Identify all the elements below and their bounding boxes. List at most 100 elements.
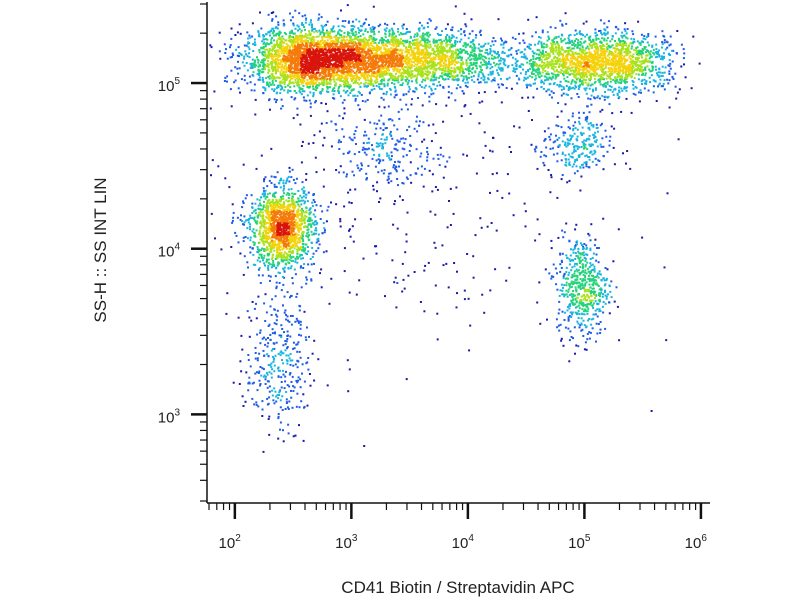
event-point: [302, 240, 305, 243]
event-point: [544, 79, 546, 82]
event-point: [460, 74, 463, 77]
event-point: [622, 152, 624, 155]
event-point: [301, 248, 304, 251]
event-point: [586, 253, 589, 256]
event-point: [292, 24, 295, 27]
event-point: [639, 42, 642, 45]
event-point: [261, 247, 264, 250]
event-point: [326, 29, 328, 32]
event-point: [492, 136, 494, 139]
event-point: [599, 310, 602, 312]
event-point: [377, 158, 380, 161]
event-point: [300, 334, 303, 337]
event-point: [268, 323, 271, 326]
event-point: [648, 68, 651, 71]
event-point: [353, 133, 356, 136]
event-point: [383, 169, 386, 172]
event-point: [543, 67, 545, 70]
event-point: [418, 124, 420, 127]
event-point: [363, 37, 366, 40]
event-point: [261, 274, 264, 277]
event-point: [311, 233, 314, 236]
event-point: [585, 154, 588, 157]
event-point: [275, 323, 278, 326]
event-point: [626, 150, 629, 152]
event-point: [465, 76, 468, 79]
event-point: [599, 41, 602, 44]
event-point: [571, 39, 574, 42]
event-point: [308, 99, 311, 102]
event-point: [287, 423, 290, 426]
event-point: [374, 245, 376, 248]
event-point: [421, 38, 424, 41]
event-point: [529, 47, 532, 50]
event-point: [598, 78, 601, 81]
event-point: [374, 82, 377, 84]
event-point: [392, 164, 395, 167]
event-point: [586, 294, 589, 297]
event-point: [460, 28, 463, 31]
event-point: [589, 122, 592, 125]
event-point: [294, 434, 297, 437]
event-point: [560, 283, 563, 286]
event-point: [589, 262, 592, 265]
event-point: [257, 31, 260, 34]
event-point: [264, 320, 267, 322]
event-point: [410, 74, 413, 77]
event-point: [258, 199, 261, 202]
event-point: [386, 82, 389, 85]
event-point: [465, 75, 468, 78]
event-point: [350, 138, 353, 141]
event-point: [261, 46, 264, 49]
event-point: [287, 89, 290, 92]
event-point: [266, 38, 269, 41]
event-point: [591, 160, 594, 163]
event-point: [489, 48, 492, 50]
event-point: [454, 99, 457, 102]
event-point: [489, 149, 492, 152]
event-point: [661, 85, 664, 88]
event-point: [285, 401, 288, 404]
event-point: [455, 57, 458, 60]
event-point: [583, 324, 586, 327]
event-point: [260, 27, 263, 30]
event-point: [677, 138, 680, 141]
event-point: [640, 54, 643, 57]
event-point: [594, 300, 597, 303]
event-point: [593, 291, 596, 294]
event-point: [566, 94, 569, 96]
event-point: [590, 279, 593, 282]
event-point: [272, 342, 275, 345]
event-point: [579, 166, 582, 169]
event-point: [607, 20, 610, 23]
event-point: [641, 47, 644, 50]
event-point: [566, 66, 569, 69]
event-point: [255, 229, 258, 232]
event-point: [350, 202, 353, 204]
event-point: [620, 78, 623, 81]
event-point: [346, 4, 349, 7]
event-point: [588, 134, 591, 137]
event-point: [473, 54, 476, 57]
event-point: [541, 31, 544, 34]
event-point: [581, 279, 584, 282]
event-point: [571, 266, 574, 269]
event-point: [405, 80, 408, 83]
event-point: [591, 153, 594, 156]
event-point: [597, 74, 600, 77]
event-point: [464, 81, 467, 84]
event-point: [463, 289, 466, 292]
event-point: [447, 73, 450, 76]
event-point: [485, 81, 488, 84]
event-point: [267, 274, 270, 277]
event-point: [280, 37, 283, 40]
event-point: [404, 75, 407, 78]
event-point: [305, 243, 308, 246]
event-point: [306, 253, 308, 255]
event-point: [443, 78, 446, 81]
event-point: [461, 90, 464, 93]
event-point: [302, 195, 305, 198]
event-point: [554, 26, 557, 29]
event-point: [261, 216, 264, 219]
event-point: [462, 44, 465, 47]
